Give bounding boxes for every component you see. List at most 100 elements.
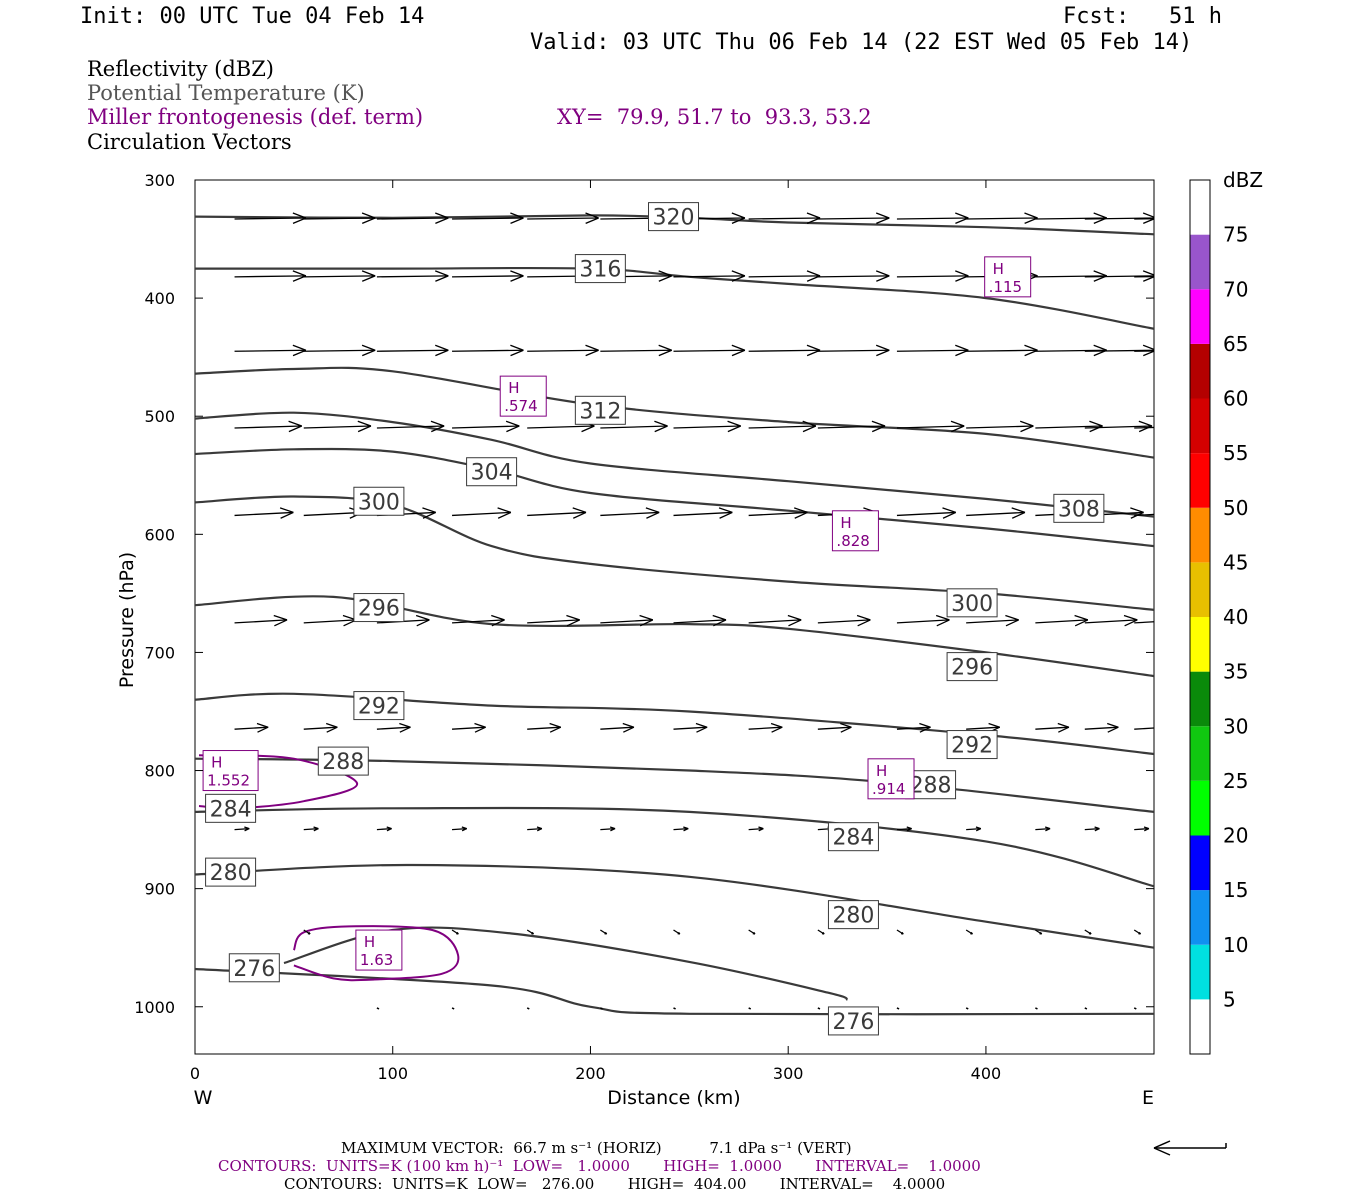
- circulation-vector: [817, 722, 852, 733]
- circulation-vector: [376, 420, 445, 433]
- colorbar-level-label: 20: [1223, 824, 1248, 848]
- circulation-vector: [896, 420, 965, 433]
- theta-label: 312: [579, 399, 621, 424]
- circulation-vector: [748, 722, 783, 733]
- legend-frontogenesis: Miller frontogenesis (def. term): [87, 105, 424, 129]
- circulation-vector: [1084, 212, 1154, 224]
- circulation-vector: [673, 929, 681, 935]
- circulation-vector: [966, 507, 1026, 519]
- theta-label: 280: [832, 904, 874, 929]
- colorbar-swatch: [1190, 780, 1210, 836]
- circulation-vector: [452, 722, 486, 733]
- circulation-vector: [748, 1007, 752, 1010]
- circulation-vector: [966, 614, 1019, 627]
- theta-label-box: [317, 746, 369, 776]
- theta-contour-info: CONTOURS: UNITS=K LOW= 276.00 HIGH= 404.…: [284, 1175, 946, 1193]
- valid-time: Valid: 03 UTC Thu 06 Feb 14 (22 EST Wed …: [530, 30, 1193, 55]
- theta-label: 284: [210, 797, 252, 822]
- circulation-vector: [673, 507, 733, 519]
- circulation-vector: [966, 826, 982, 832]
- theta-label: 316: [579, 258, 621, 283]
- colorbar-swatch: [1190, 617, 1210, 672]
- circulation-vector: [600, 1007, 603, 1010]
- theta-label-box: [574, 395, 626, 425]
- circulation-vector: [1084, 614, 1138, 627]
- y-tick-label: 400: [144, 289, 175, 308]
- circulation-vector: [600, 507, 660, 519]
- legend-reflectivity: Reflectivity (dBZ): [87, 57, 275, 81]
- legend-potential-temperature: Potential Temperature (K): [87, 81, 365, 105]
- circulation-vector: [303, 270, 376, 282]
- theta-label-box: [228, 953, 280, 983]
- theta-label-box: [648, 202, 700, 232]
- x-tick-label: 300: [773, 1064, 804, 1083]
- frontogenesis-max-box: [202, 750, 259, 792]
- theta-contour-280: [195, 863, 1154, 949]
- circulation-vector: [452, 420, 520, 433]
- circulation-vector: [303, 929, 311, 935]
- circulation-vector: [817, 344, 890, 357]
- circulation-vector: [600, 826, 616, 832]
- circulation-vector: [1035, 826, 1051, 832]
- circulation-vector: [1134, 426, 1154, 429]
- circulation-vector: [817, 420, 886, 433]
- circulation-vector: [1134, 218, 1154, 220]
- theta-label: 280: [210, 861, 252, 886]
- colorbar-swatch: [1190, 289, 1210, 344]
- frontogenesis-max-value: .115: [989, 278, 1022, 296]
- theta-label: 308: [1058, 497, 1100, 522]
- theta-contour-284: [195, 806, 1154, 888]
- circulation-vector: [376, 826, 392, 832]
- circulation-vector: [234, 420, 303, 433]
- theta-label: 288: [910, 774, 952, 799]
- colorbar-level-label: 35: [1223, 660, 1248, 684]
- colorbar-level-label: 70: [1223, 277, 1248, 301]
- frontogenesis-max-marker: H: [876, 762, 887, 780]
- frontogenesis-max-value: .828: [836, 532, 869, 550]
- x-axis-title: Distance (km): [607, 1087, 740, 1109]
- circulation-vector: [376, 212, 449, 224]
- circulation-vector: [1084, 929, 1092, 935]
- theta-label: 292: [951, 734, 993, 759]
- frontogenesis-contour-info: CONTOURS: UNITS=K (100 km h)⁻¹ LOW= 1.00…: [218, 1157, 981, 1175]
- frontogenesis-max-value: .914: [872, 780, 905, 798]
- circulation-vector: [1134, 621, 1154, 624]
- y-tick-label: 300: [144, 171, 175, 190]
- y-tick-label: 600: [144, 525, 175, 544]
- circulation-vector: [817, 614, 871, 627]
- circulation-vector: [376, 722, 411, 733]
- circulation-vector: [376, 344, 449, 357]
- theta-label: 276: [233, 957, 275, 982]
- legend-circulation-vectors: Circulation Vectors: [87, 130, 292, 154]
- frontogenesis-max-box: [831, 510, 879, 552]
- y-tick-label: 1000: [134, 998, 175, 1017]
- circulation-vector: [1134, 513, 1154, 517]
- x-tick-label: 100: [377, 1064, 408, 1083]
- colorbar-level-label: 75: [1223, 223, 1248, 247]
- x-axis-east-label: E: [1142, 1087, 1154, 1109]
- theta-label-box: [946, 730, 998, 760]
- colorbar-swatch: [1190, 453, 1210, 508]
- colorbar-swatch: [1190, 835, 1210, 891]
- circulation-vector: [600, 929, 608, 935]
- theta-contour-304: [195, 447, 1154, 548]
- colorbar-level-label: 60: [1223, 387, 1248, 411]
- y-tick-label: 900: [144, 880, 175, 899]
- colorbar-level-label: 15: [1223, 878, 1248, 902]
- colorbar-title: dBZ: [1223, 168, 1263, 192]
- circulation-vector: [452, 212, 524, 224]
- circulation-vector: [673, 826, 689, 832]
- init-time: Init: 00 UTC Tue 04 Feb 14: [80, 4, 425, 29]
- colorbar-swatch: [1190, 507, 1210, 563]
- colorbar-level-label: 50: [1223, 496, 1248, 520]
- frontogenesis-max-box: [867, 758, 915, 800]
- circulation-vector: [1084, 826, 1100, 832]
- circulation-vector: [600, 420, 668, 433]
- y-tick-label: 500: [144, 407, 175, 426]
- theta-label: 276: [832, 1010, 874, 1035]
- circulation-vector: [452, 507, 512, 519]
- colorbar-level-label: 10: [1223, 933, 1248, 957]
- colorbar-swatch: [1190, 180, 1210, 235]
- colorbar-level-label: 65: [1223, 332, 1248, 356]
